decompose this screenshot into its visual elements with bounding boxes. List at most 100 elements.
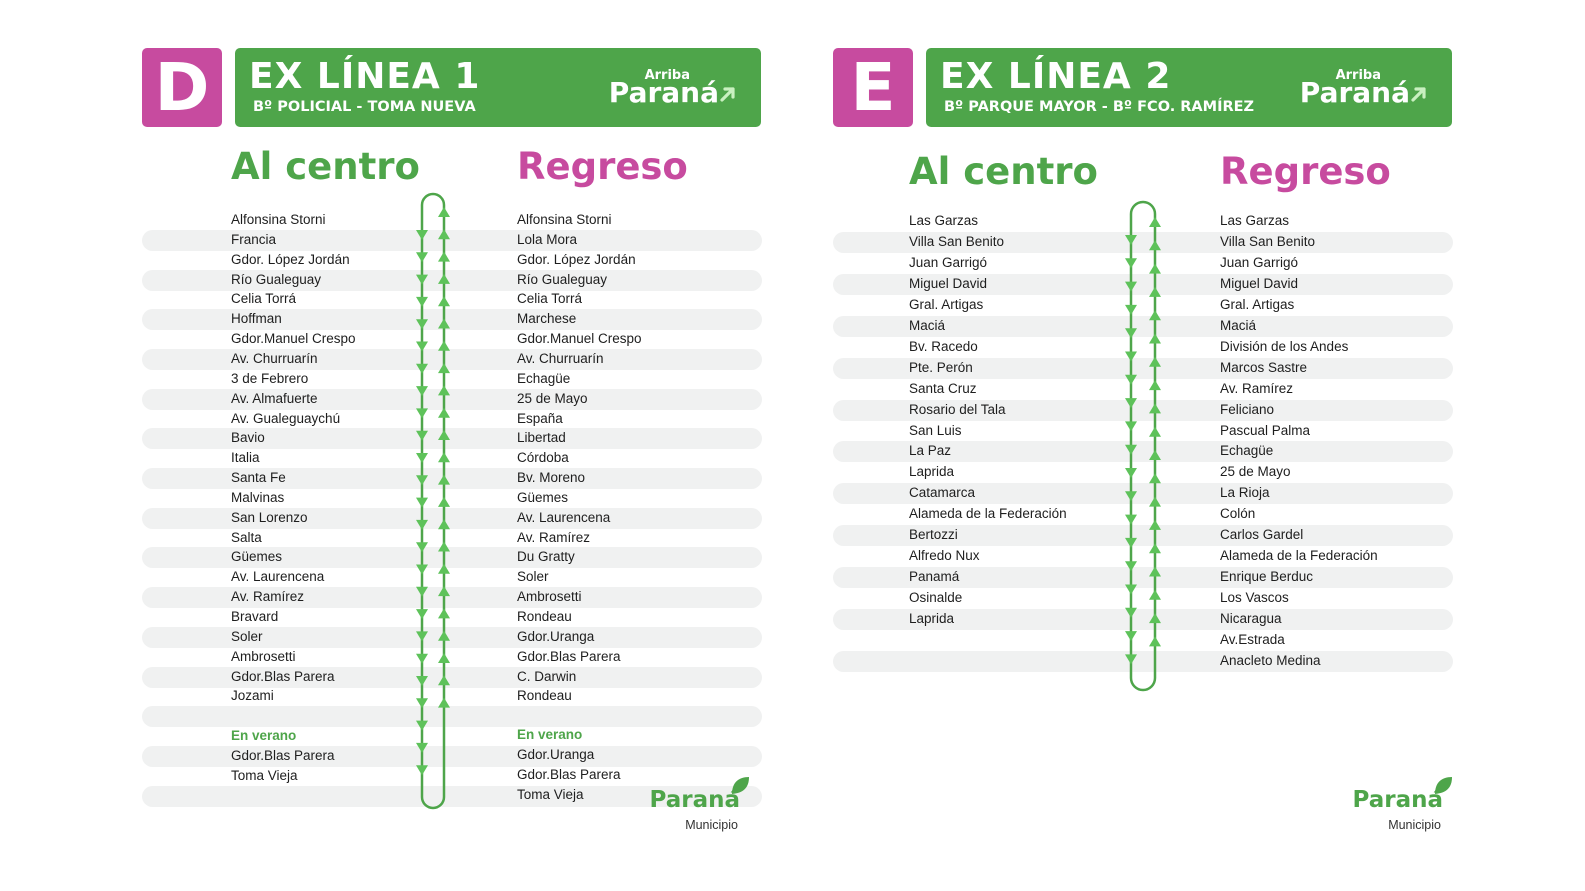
col-title-al-centro: Al centro	[909, 150, 1098, 193]
stop-regreso: Gral. Artigas	[1220, 296, 1295, 312]
down-arrow-icon	[416, 252, 428, 263]
stop-regreso: Córdoba	[517, 450, 569, 466]
stop-al-centro: Laprida	[909, 611, 955, 627]
up-arrow-icon	[438, 541, 450, 552]
up-arrow-icon	[1149, 356, 1161, 367]
down-arrow-icon	[416, 386, 428, 397]
row-stripe	[833, 650, 1453, 672]
stop-al-centro: Italia	[231, 450, 260, 466]
stop-al-centro: Miguel David	[909, 275, 988, 291]
up-arrow-icon	[1149, 613, 1161, 624]
stop-al-centro: Juan Garrigó	[909, 254, 988, 270]
stop-al-centro: Alfonsina Storni	[231, 212, 326, 227]
up-arrow-icon	[1149, 403, 1161, 414]
footer-parana-text: Paraná	[649, 787, 740, 813]
up-arrow-icon	[1149, 543, 1161, 554]
up-arrow-icon	[438, 229, 450, 240]
stop-verano-al-centro: Toma Vieja	[231, 767, 298, 783]
up-arrow-icon	[438, 363, 450, 374]
stop-regreso: Ambrosetti	[517, 589, 582, 605]
row-stripe	[142, 388, 762, 410]
route-loop-diagram	[416, 192, 450, 810]
stop-al-centro: Bertozzi	[909, 527, 958, 543]
stop-verano-regreso: Toma Vieja	[517, 786, 584, 802]
stop-al-centro: Soler	[231, 628, 263, 644]
col-title-al-centro: Al centro	[231, 145, 420, 188]
footer-parana-text: Paraná	[1352, 787, 1443, 813]
down-arrow-icon	[416, 296, 428, 307]
route-loop-diagram	[1125, 200, 1161, 692]
row-stripe	[142, 229, 762, 251]
down-arrow-icon	[1125, 514, 1137, 525]
route-subtitle: Bº POLICIAL - TOMA NUEVA	[253, 99, 476, 115]
up-arrow-icon	[438, 675, 450, 686]
leaf-icon	[732, 777, 749, 794]
down-arrow-icon	[1125, 398, 1137, 409]
stop-regreso: Marchese	[517, 311, 577, 327]
up-arrow-icon	[438, 273, 450, 284]
down-arrow-icon	[1125, 607, 1137, 618]
stop-al-centro: Maciá	[909, 317, 946, 333]
down-arrow-icon	[1125, 654, 1137, 665]
logo-parana-text: Paraná	[608, 76, 719, 109]
up-arrow-icon	[1149, 263, 1161, 274]
down-arrow-icon	[416, 408, 428, 419]
stop-al-centro: Celia Torrá	[231, 291, 297, 307]
route-subtitle: Bº PARQUE MAYOR - Bº FCO. RAMÍREZ	[944, 99, 1255, 115]
up-arrow-icon	[1149, 450, 1161, 460]
up-arrow-icon	[1149, 519, 1161, 530]
down-arrow-icon	[416, 609, 428, 620]
down-arrow-icon	[416, 453, 428, 463]
stop-regreso: Gdor.Manuel Crespo	[517, 331, 642, 347]
down-arrow-icon	[1125, 631, 1137, 642]
stop-verano-al-centro: Gdor.Blas Parera	[231, 747, 335, 763]
stop-regreso: Echagüe	[1220, 443, 1274, 459]
stop-regreso: Av. Ramírez	[1220, 380, 1294, 396]
stop-al-centro: Río Gualeguay	[231, 271, 322, 287]
down-arrow-icon	[416, 586, 428, 597]
stop-regreso: Rondeau	[517, 688, 572, 704]
stop-al-centro: Gral. Artigas	[909, 296, 984, 312]
stop-al-centro: Av. Laurencena	[231, 569, 325, 585]
stop-regreso: Feliciano	[1220, 401, 1275, 417]
down-arrow-icon	[1125, 351, 1137, 362]
arriba-parana-logo: Arriba Paraná	[1300, 68, 1428, 118]
stop-al-centro: San Luis	[909, 422, 962, 438]
row-stripe	[833, 525, 1453, 547]
down-arrow-icon	[416, 519, 428, 530]
stop-regreso: 25 de Mayo	[1220, 464, 1291, 480]
stop-regreso: Villa San Benito	[1220, 233, 1316, 249]
up-arrow-icon	[438, 385, 450, 396]
down-arrow-icon	[416, 765, 428, 776]
row-stripe	[833, 567, 1453, 589]
up-arrow-icon	[1149, 566, 1161, 577]
stop-regreso: Av. Ramírez	[517, 529, 591, 545]
stop-al-centro: Av. Almafuerte	[231, 390, 318, 406]
up-arrow-icon	[1149, 217, 1161, 227]
stop-al-centro: San Lorenzo	[231, 509, 308, 525]
row-stripe	[142, 507, 762, 529]
route-loop-line	[420, 192, 446, 810]
row-stripe	[142, 706, 762, 728]
route-title: EX LÍNEA 2	[940, 56, 1172, 97]
stop-al-centro: Jozami	[231, 688, 274, 704]
stop-al-centro: Ambrosetti	[231, 648, 296, 664]
down-arrow-icon	[1125, 468, 1137, 478]
row-stripe	[833, 609, 1453, 631]
arrow-up-right-icon	[1411, 87, 1426, 102]
route-title: EX LÍNEA 1	[249, 56, 481, 97]
route-panel-d: D EX LÍNEA 1 Bº POLICIAL - TOMA NUEVA Ar…	[142, 0, 762, 891]
up-arrow-icon	[438, 519, 450, 530]
up-arrow-icon	[1149, 310, 1161, 321]
up-arrow-icon	[438, 608, 450, 619]
route-panel-e: E EX LÍNEA 2 Bº PARQUE MAYOR - Bº FCO. R…	[833, 0, 1453, 891]
row-stripe	[833, 441, 1453, 463]
up-arrow-icon	[438, 296, 450, 307]
stop-regreso: Rondeau	[517, 609, 572, 624]
up-arrow-icon	[1149, 286, 1161, 297]
row-stripe	[833, 357, 1453, 379]
stop-regreso: Av. Laurencena	[517, 509, 611, 525]
stop-al-centro: Av. Ramírez	[231, 589, 305, 605]
up-arrow-icon	[1149, 496, 1161, 507]
route-letter-badge: E	[833, 48, 913, 127]
